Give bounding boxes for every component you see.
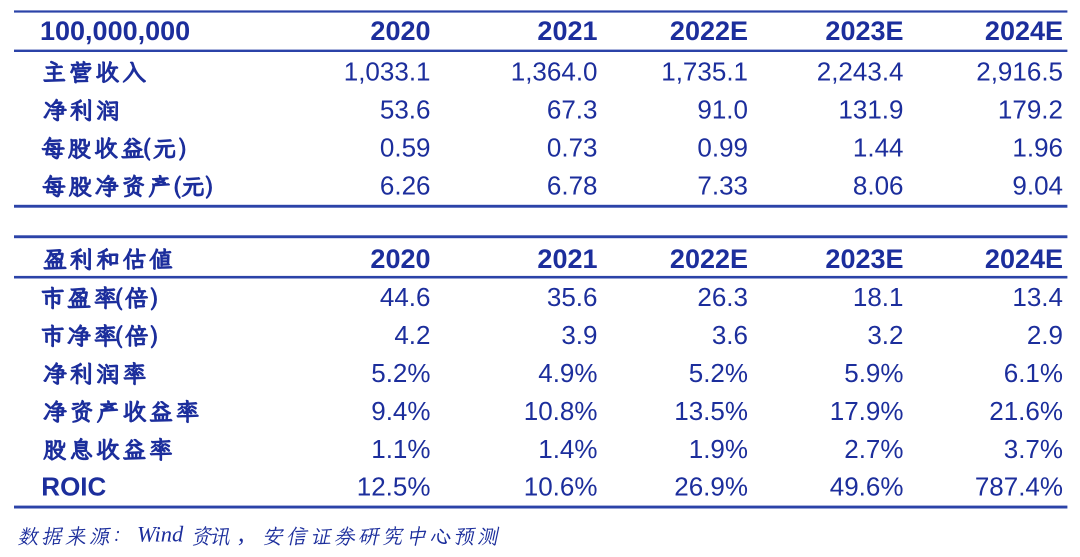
svg-text:2022E: 2022E <box>670 244 748 274</box>
svg-text:26.3: 26.3 <box>697 282 748 312</box>
svg-text:787.4%: 787.4% <box>975 472 1063 502</box>
svg-text:9.04: 9.04 <box>1012 171 1063 201</box>
svg-text:2.7%: 2.7% <box>844 434 903 464</box>
svg-text:1.44: 1.44 <box>853 133 904 163</box>
svg-text:2021: 2021 <box>537 244 597 274</box>
svg-text:0.73: 0.73 <box>547 133 598 163</box>
svg-text:2024E: 2024E <box>985 16 1063 46</box>
svg-text:,: , <box>238 518 245 547</box>
svg-text:0.59: 0.59 <box>380 133 431 163</box>
svg-text:4.2: 4.2 <box>394 320 430 350</box>
svg-text:6.78: 6.78 <box>547 171 598 201</box>
svg-text:10.6%: 10.6% <box>524 472 598 502</box>
svg-text:3.9: 3.9 <box>561 320 597 350</box>
svg-text:1.1%: 1.1% <box>371 434 430 464</box>
svg-text:131.9: 131.9 <box>838 95 903 125</box>
svg-text:1,735.1: 1,735.1 <box>661 57 748 87</box>
svg-text:5.9%: 5.9% <box>844 358 903 388</box>
svg-text:2020: 2020 <box>370 244 430 274</box>
svg-text:3.6: 3.6 <box>712 320 748 350</box>
svg-text:3.7%: 3.7% <box>1004 434 1063 464</box>
svg-text:5.2%: 5.2% <box>371 358 430 388</box>
svg-text:2024E: 2024E <box>985 244 1063 274</box>
svg-text:2.9: 2.9 <box>1027 320 1063 350</box>
svg-text:2023E: 2023E <box>825 16 903 46</box>
svg-text:4.9%: 4.9% <box>538 358 597 388</box>
svg-text:35.6: 35.6 <box>547 282 598 312</box>
svg-text:2023E: 2023E <box>825 244 903 274</box>
svg-text:8.06: 8.06 <box>853 171 904 201</box>
svg-text:2,916.5: 2,916.5 <box>976 57 1063 87</box>
svg-text:2021: 2021 <box>537 16 597 46</box>
svg-text:6.1%: 6.1% <box>1004 358 1063 388</box>
svg-text:13.4: 13.4 <box>1012 282 1063 312</box>
svg-text:26.9%: 26.9% <box>674 472 748 502</box>
svg-text:0.99: 0.99 <box>697 133 748 163</box>
svg-text:44.6: 44.6 <box>380 282 431 312</box>
svg-text:18.1: 18.1 <box>853 282 904 312</box>
svg-text:9.4%: 9.4% <box>371 396 430 426</box>
svg-text:91.0: 91.0 <box>697 95 748 125</box>
svg-text:3.2: 3.2 <box>867 320 903 350</box>
svg-text:12.5%: 12.5% <box>357 472 431 502</box>
svg-text:53.6: 53.6 <box>380 95 431 125</box>
svg-text:49.6%: 49.6% <box>830 472 904 502</box>
svg-text:67.3: 67.3 <box>547 95 598 125</box>
svg-text:1.4%: 1.4% <box>538 434 597 464</box>
svg-text:17.9%: 17.9% <box>830 396 904 426</box>
svg-text:2022E: 2022E <box>670 16 748 46</box>
svg-text:21.6%: 21.6% <box>989 396 1063 426</box>
svg-text:ROIC: ROIC <box>41 472 106 502</box>
svg-text:5.2%: 5.2% <box>689 358 748 388</box>
svg-text:13.5%: 13.5% <box>674 396 748 426</box>
svg-text:1.9%: 1.9% <box>689 434 748 464</box>
svg-text:179.2: 179.2 <box>998 95 1063 125</box>
svg-text:7.33: 7.33 <box>697 171 748 201</box>
svg-text:1,364.0: 1,364.0 <box>511 57 598 87</box>
svg-text:1,033.1: 1,033.1 <box>344 57 431 87</box>
svg-text:100,000,000: 100,000,000 <box>40 16 190 46</box>
svg-text:2,243.4: 2,243.4 <box>817 57 904 87</box>
svg-text:1.96: 1.96 <box>1012 133 1063 163</box>
svg-text:2020: 2020 <box>370 16 430 46</box>
svg-text:10.8%: 10.8% <box>524 396 598 426</box>
svg-text:6.26: 6.26 <box>380 171 431 201</box>
svg-text:Wind: Wind <box>137 522 184 547</box>
